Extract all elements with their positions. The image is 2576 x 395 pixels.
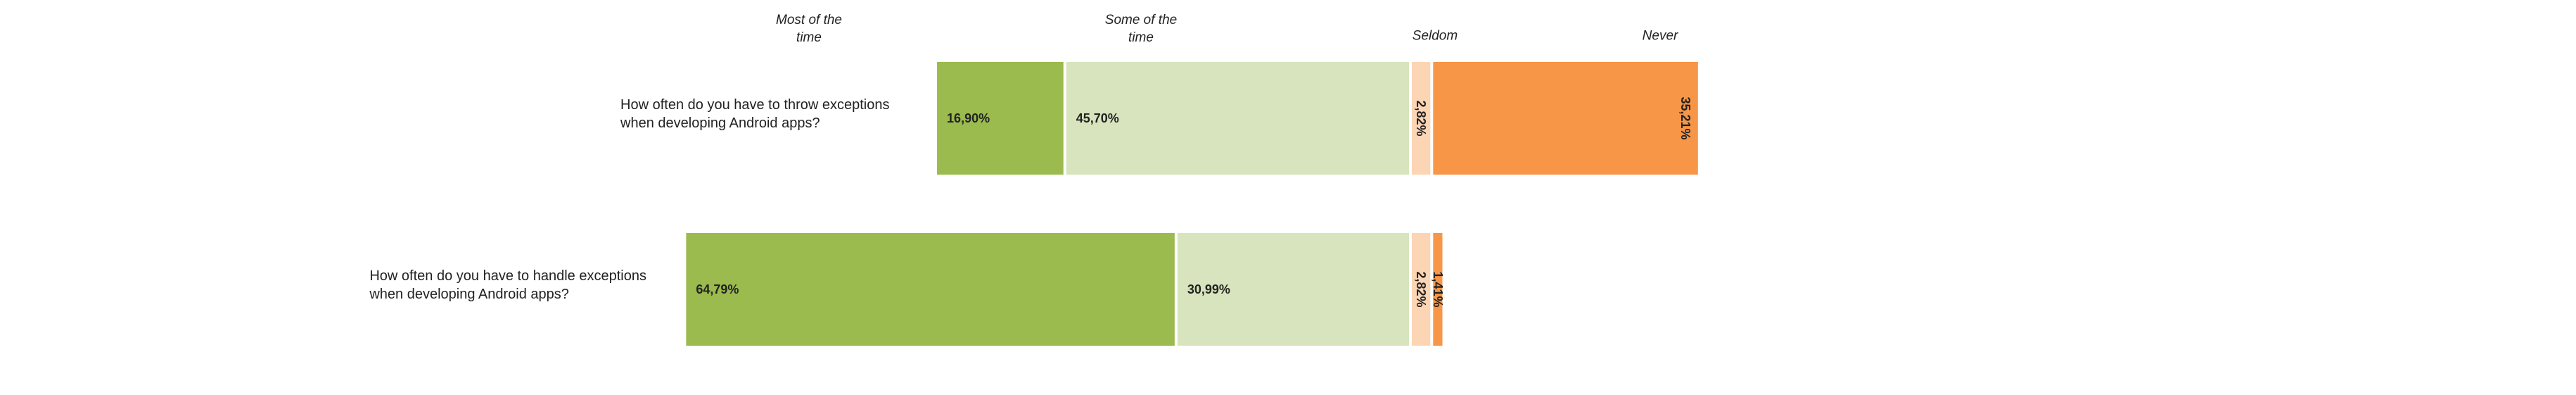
chart-rows: How often do you have to throw exception… (369, 62, 1698, 346)
bar-segment-seldom (1412, 233, 1431, 346)
category-label-most-of-the-time: Most of the time (776, 13, 842, 45)
question-label: How often do you have to throw exception… (620, 97, 889, 131)
value-label-some-of-the-time: 30,99% (1187, 282, 1230, 296)
bar-segment-seldom (1412, 62, 1431, 175)
chart-row-1: How often do you have to throw exception… (620, 62, 1698, 175)
value-label-seldom: 2,82% (1414, 100, 1428, 136)
bar-segment-some-of-the-time (1066, 62, 1409, 175)
category-header-labels: Most of the time Some of the time Seldom Neve… (776, 13, 1678, 45)
chart-row-2: How often do you have to handle exceptio… (369, 233, 1445, 346)
value-label-never: 1,41% (1431, 271, 1445, 307)
bar-segment-most-of-the-time (937, 62, 1064, 175)
bar-segment-some-of-the-time (1177, 233, 1409, 346)
question-label: How often do you have to handle exceptio… (369, 268, 646, 302)
bar-segment-never (1433, 62, 1698, 175)
bar-segment-most-of-the-time (686, 233, 1175, 346)
value-label-most-of-the-time: 16,90% (947, 111, 990, 125)
category-label-seldom: Seldom (1413, 29, 1458, 44)
value-label-some-of-the-time: 45,70% (1076, 111, 1119, 125)
value-label-seldom: 2,82% (1414, 271, 1428, 307)
value-label-never: 35,21% (1678, 96, 1692, 139)
category-label-some-of-the-time: Some of the time (1105, 13, 1177, 45)
bar-segment-never (1433, 233, 1443, 346)
value-label-most-of-the-time: 64,79% (696, 282, 739, 296)
category-label-never: Never (1643, 29, 1678, 44)
